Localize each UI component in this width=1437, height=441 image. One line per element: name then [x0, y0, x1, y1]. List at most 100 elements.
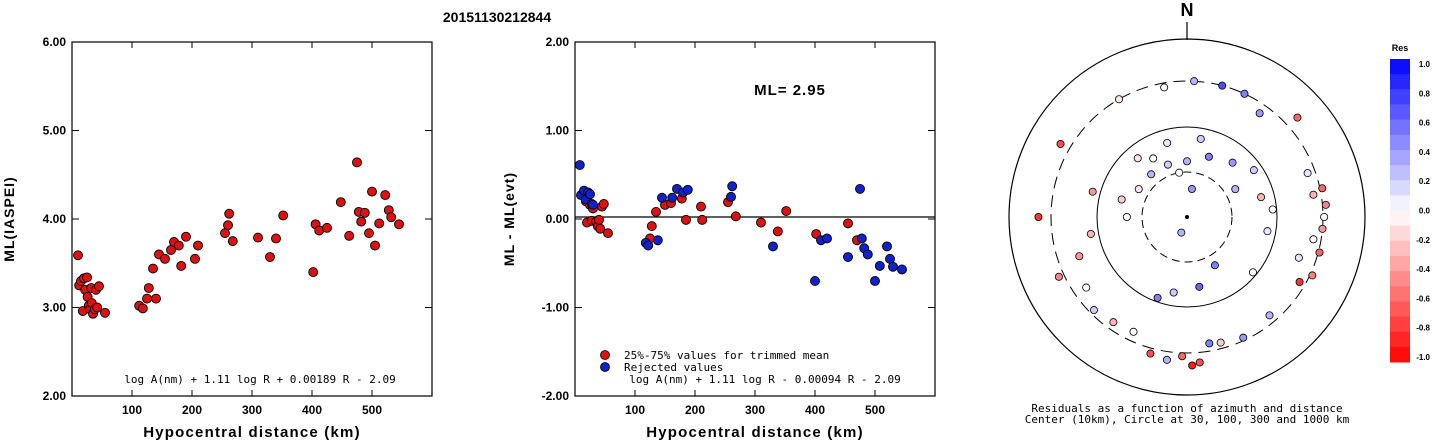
- circle-30km: [1141, 171, 1233, 263]
- panel1-data-point: [142, 293, 152, 304]
- panel1-data-point: [176, 260, 187, 271]
- circle-1000km: [1008, 38, 1366, 396]
- station-point: [1318, 224, 1327, 233]
- polar-caption-line2: Center (10km), Circle at 30, 100, 300 an…: [1025, 413, 1350, 426]
- panel1-data-point: [143, 283, 154, 293]
- colorbar-label: -0.8: [1416, 324, 1430, 333]
- colorbar-swatch: [1390, 331, 1410, 348]
- colorbar-swatch: [1390, 180, 1410, 196]
- station-point: [1190, 77, 1199, 86]
- panel2-xtick-label: 300: [745, 403, 765, 417]
- station-point: [1109, 318, 1118, 327]
- panel1-ytick-label: 5.00: [43, 124, 67, 138]
- panel1-ytick-label: 6.00: [43, 35, 67, 49]
- station-point: [1088, 187, 1097, 196]
- panel-ml-iaspei: 100 200 300 400 500 2.00 3.00 4.00 5.00 6.00 log …: [1, 35, 433, 441]
- panel1-data-point: [92, 302, 103, 313]
- panel1-data-point: [82, 272, 92, 283]
- station-point: [1240, 89, 1249, 98]
- panel-polar-map: N Residuals as a function of azimuth and…: [1008, 0, 1366, 426]
- panel1-formula: log A(nm) + 1.11 log R + 0.00189 R - 2.0…: [124, 373, 396, 386]
- station-point: [1249, 166, 1258, 175]
- panel2-points: [574, 160, 907, 286]
- panel1-xtick-label: 200: [182, 403, 202, 417]
- panel2-data-point: [730, 211, 741, 222]
- panel1-data-point: [148, 263, 158, 274]
- colorbar-swatch: [1390, 134, 1410, 151]
- panel1-data-point: [73, 250, 83, 261]
- legend-label-rejected: Rejected values: [624, 361, 723, 374]
- panel1-ticks: 100 200 300 400 500 2.00 3.00 4.00 5.00 6.00: [43, 35, 432, 417]
- panel2-data-point: [657, 192, 667, 203]
- station-point: [1169, 288, 1178, 297]
- panel2-ytick-label: 2.00: [546, 35, 570, 49]
- station-point: [1117, 195, 1126, 204]
- colorbar-label: -0.4: [1416, 265, 1430, 274]
- panel2-data-point: [756, 217, 766, 228]
- colorbar-swatch: [1390, 149, 1410, 166]
- station-point: [1293, 113, 1302, 122]
- panel2-data-point: [588, 199, 598, 210]
- panel2-data-point: [822, 233, 832, 244]
- station-point: [1163, 160, 1172, 169]
- station-point: [1263, 227, 1272, 236]
- colorbar-swatch: [1390, 195, 1410, 211]
- colorbar-swatch: [1390, 119, 1410, 136]
- colorbar-swatch: [1390, 255, 1410, 272]
- colorbar-swatch: [1390, 104, 1410, 121]
- panel2-data-point: [843, 252, 853, 263]
- panel1-xtick-label: 400: [302, 403, 322, 417]
- station-point: [1205, 339, 1214, 348]
- panel2-data-point: [594, 214, 604, 225]
- polar-points: [1034, 77, 1330, 370]
- panel2-data-point: [862, 249, 873, 260]
- colorbar-swatch: [1390, 210, 1410, 227]
- colorbar-label: 1.0: [1419, 60, 1431, 69]
- panel2-data-point: [651, 206, 661, 217]
- panel1-data-point: [335, 197, 346, 208]
- panel2-data-point: [697, 214, 708, 225]
- colorbar-swatch: [1390, 89, 1410, 105]
- panel1-data-point: [278, 210, 289, 221]
- panel1-data-point: [386, 212, 397, 223]
- station-point: [1089, 306, 1098, 315]
- panel1-data-point: [160, 253, 170, 264]
- panel2-data-point: [870, 276, 880, 286]
- station-point: [1320, 212, 1329, 221]
- panel1-data-point: [173, 240, 184, 251]
- station-point: [1147, 170, 1156, 179]
- station-point: [1308, 271, 1317, 280]
- station-point: [1303, 169, 1312, 178]
- panel2-data-point: [856, 233, 867, 244]
- panel2-ticks: 100 200 300 400 500 -2.00 -1.00 0.00 1.00 2.00: [542, 35, 935, 417]
- polar-caption-line1: Residuals as a function of azimuth and d…: [1031, 402, 1342, 415]
- ml-annotation: ML= 2.95: [754, 82, 826, 99]
- panel1-data-point: [271, 233, 281, 244]
- station-point: [1183, 157, 1192, 166]
- station-point: [1196, 134, 1205, 143]
- panel1-ytick-label: 3.00: [43, 301, 67, 315]
- station-point: [1204, 152, 1213, 161]
- station-point: [1146, 349, 1155, 358]
- panel2-data-point: [682, 184, 693, 195]
- station-point: [1133, 154, 1142, 163]
- colorbar-swatch: [1390, 286, 1410, 302]
- colorbar-label: 0.8: [1419, 89, 1431, 98]
- station-point: [1321, 200, 1330, 209]
- panel2-data-point: [652, 235, 663, 246]
- station-point: [1129, 327, 1138, 336]
- station-point: [1115, 95, 1124, 104]
- panel1-data-point: [265, 252, 275, 263]
- figure-title: 20151130212844: [443, 9, 551, 25]
- panel2-data-point: [726, 191, 736, 202]
- station-point: [1082, 283, 1091, 292]
- station-point: [1265, 311, 1274, 320]
- panel1-data-point: [394, 219, 404, 230]
- panel2-data-point: [585, 189, 595, 200]
- panel2-data-point: [646, 221, 657, 232]
- panel1-data-point: [137, 303, 148, 314]
- panel2-data-point: [843, 218, 853, 229]
- panel1-data-point: [227, 236, 238, 247]
- legend-marker-rejected: [600, 362, 610, 372]
